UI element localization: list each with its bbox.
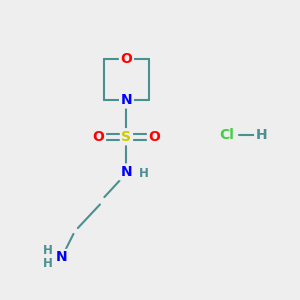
Text: N: N — [121, 93, 132, 107]
Text: O: O — [121, 52, 132, 66]
Text: H: H — [43, 244, 52, 257]
Text: O: O — [148, 130, 160, 144]
Text: S: S — [122, 130, 131, 144]
Text: H: H — [139, 167, 149, 180]
Text: O: O — [92, 130, 104, 144]
Text: N: N — [121, 165, 132, 179]
Text: Cl: Cl — [219, 128, 234, 142]
Text: H: H — [43, 257, 52, 271]
Text: H: H — [256, 128, 267, 142]
Text: N: N — [56, 250, 68, 265]
